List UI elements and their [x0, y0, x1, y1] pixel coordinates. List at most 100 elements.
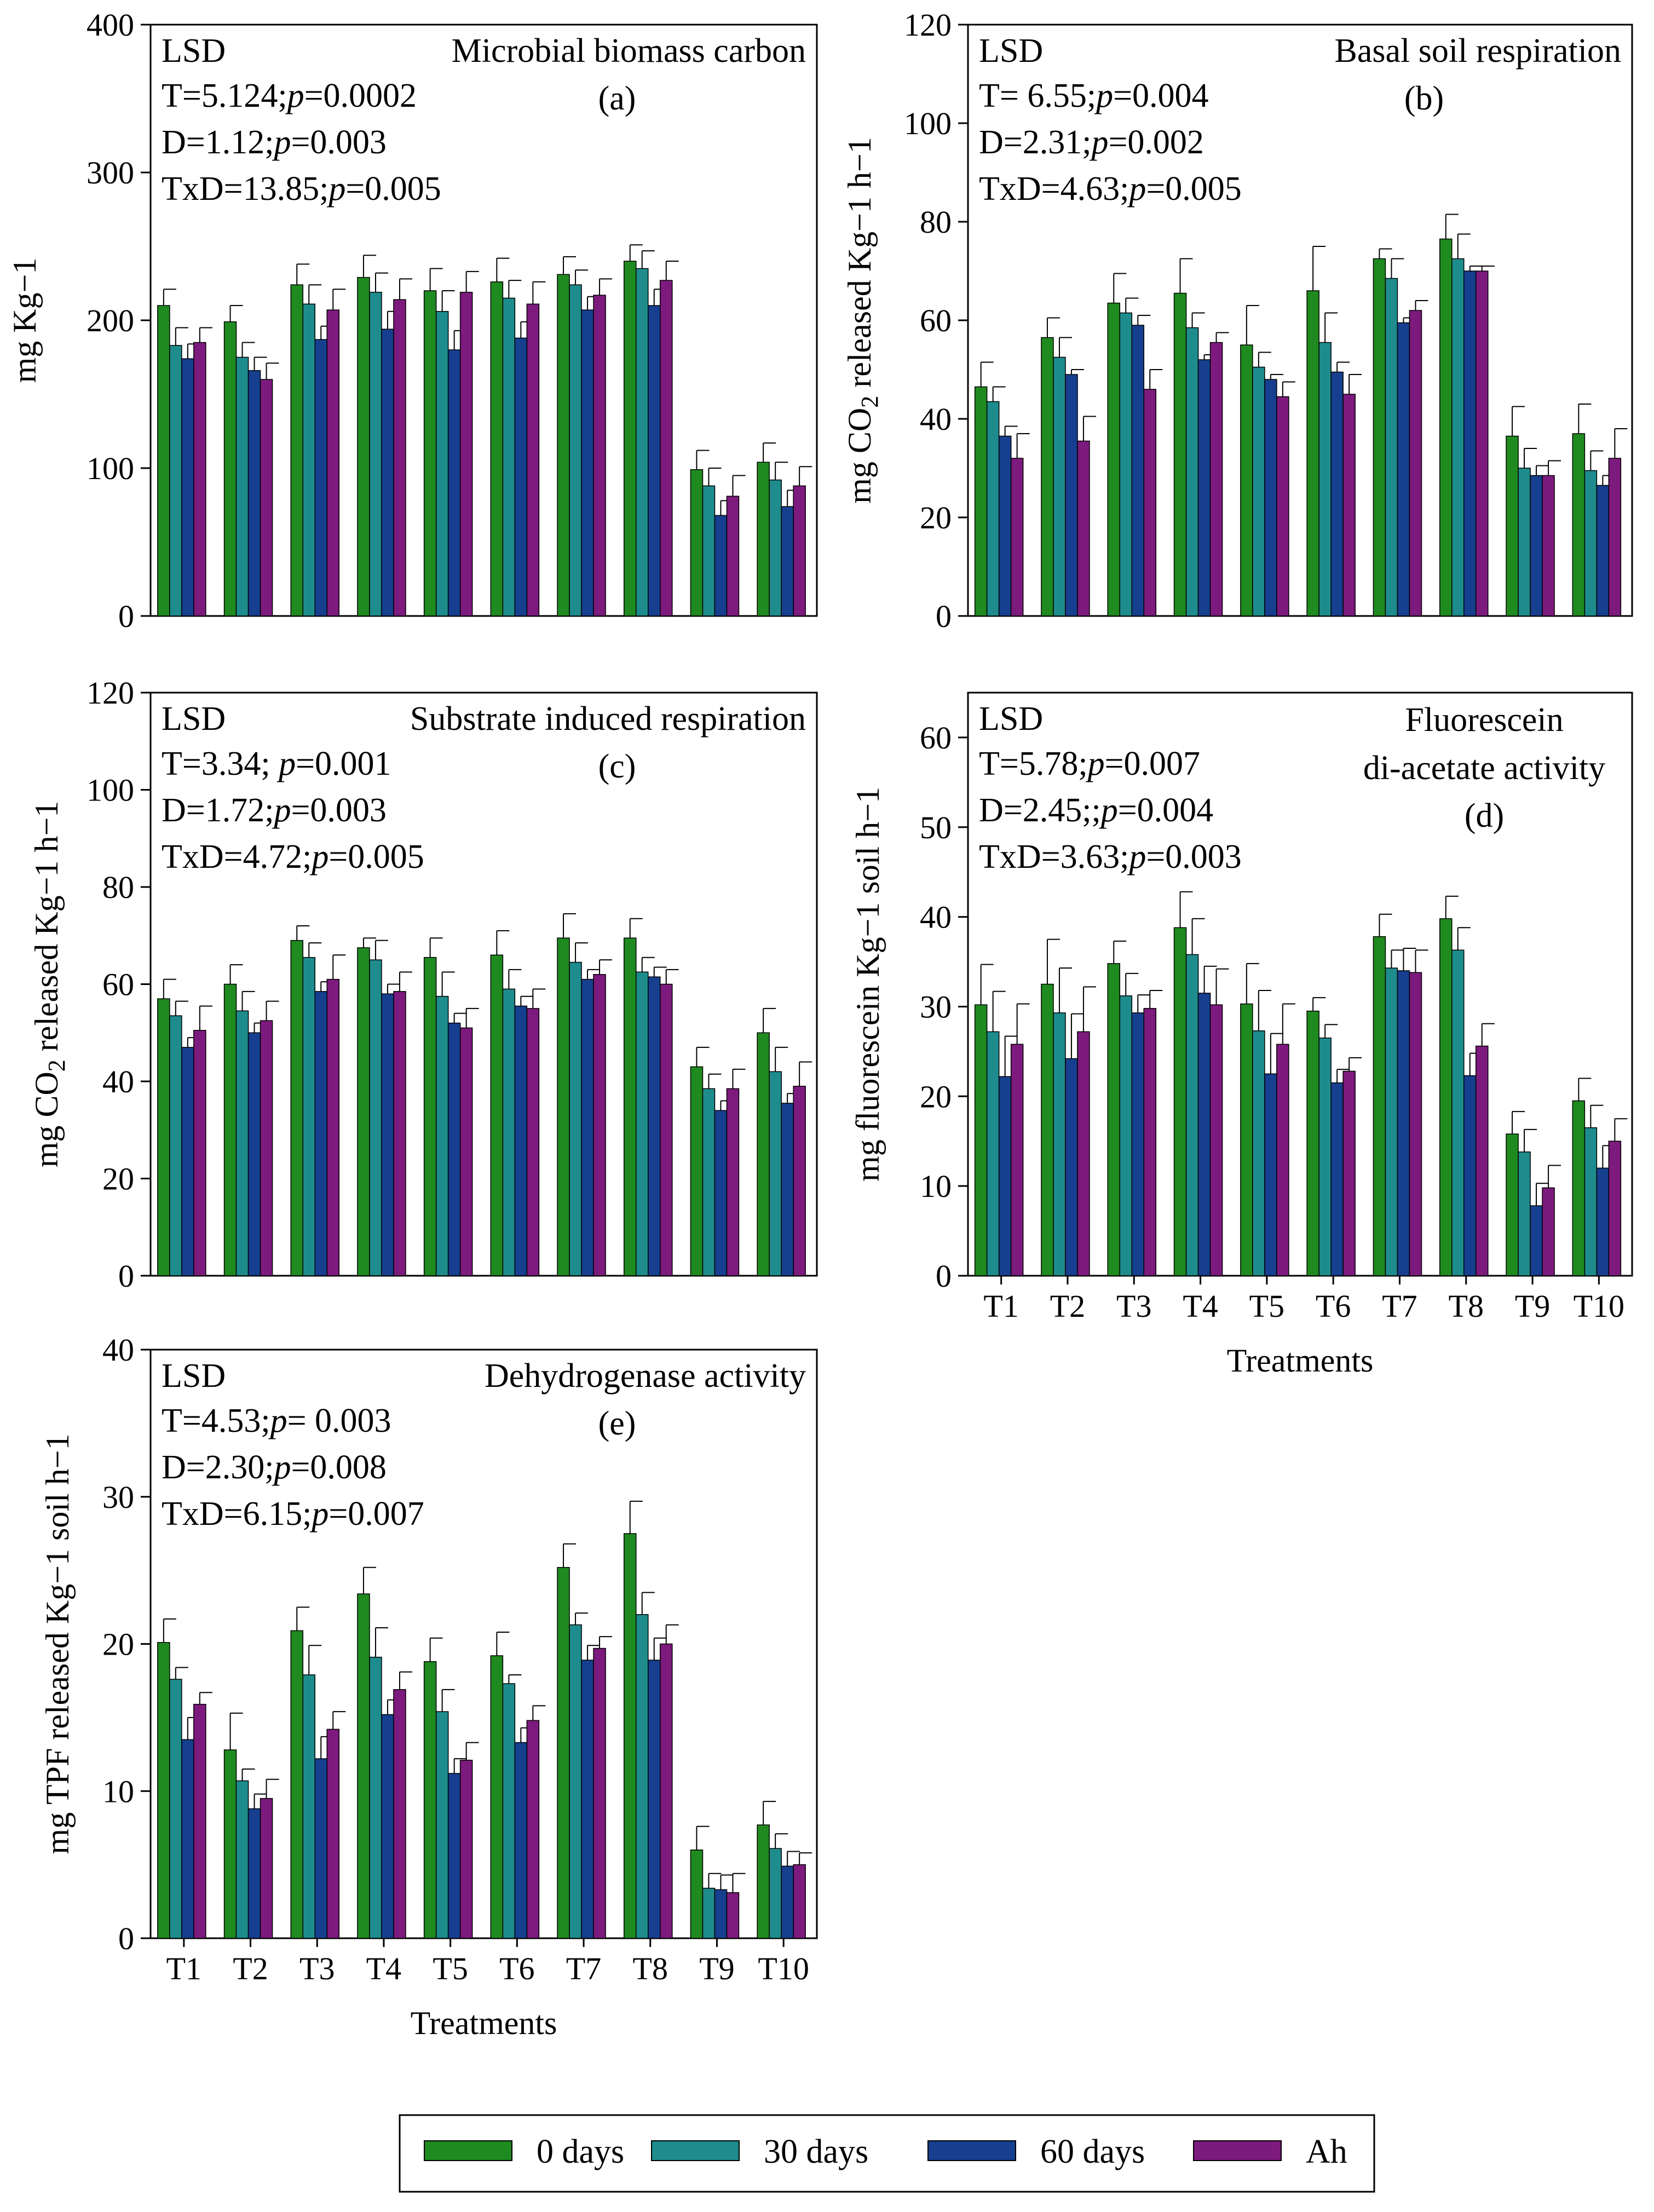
- bar-b-T6-2: [1330, 371, 1344, 617]
- bar-e-T10-3: [793, 1864, 806, 1939]
- bar-a-T10-1: [769, 479, 782, 617]
- bar-c-T9-2: [714, 1110, 728, 1276]
- bar-b-T5-1: [1252, 366, 1265, 617]
- y-tick-label: 40: [920, 401, 952, 437]
- bar-d-T7-1: [1385, 967, 1398, 1276]
- y-tick-label: 10: [102, 1773, 134, 1809]
- bar-b-T3-3: [1143, 389, 1156, 617]
- bar-e-T3-1: [302, 1674, 315, 1939]
- chart-title: Dehydrogenase activity: [485, 1357, 806, 1395]
- bar-c-T7-3: [593, 974, 606, 1276]
- bar-e-T6-0: [490, 1655, 504, 1939]
- bar-c-T1-1: [169, 1015, 182, 1276]
- y-tick-label: 20: [920, 500, 952, 535]
- bar-d-T2-2: [1065, 1058, 1078, 1276]
- y-tick-label: 50: [920, 810, 952, 845]
- bar-c-T8-3: [660, 983, 673, 1276]
- bar-e-T9-0: [690, 1850, 704, 1939]
- bar-c-T1-0: [157, 998, 170, 1276]
- bar-d-T2-0: [1041, 983, 1054, 1276]
- bar-c-T9-0: [690, 1066, 704, 1276]
- bar-a-T4-2: [381, 329, 394, 617]
- x-axis-label: Treatments: [411, 2005, 557, 2041]
- bar-a-T6-2: [514, 337, 528, 617]
- panel-label: (b): [1404, 80, 1444, 117]
- y-tick-label: 30: [102, 1479, 134, 1515]
- y-tick-label: 60: [102, 967, 134, 1003]
- bar-b-T5-0: [1240, 344, 1253, 617]
- y-axis-label: mg CO2 released Kg−1 h−1: [842, 137, 883, 504]
- bar-a-T9-3: [726, 496, 740, 617]
- y-tick-label: 0: [118, 598, 134, 634]
- panel-label: (d): [1465, 797, 1504, 834]
- bar-a-T5-1: [435, 311, 449, 617]
- x-tick-label: T7: [1382, 1288, 1417, 1324]
- bar-e-T9-3: [726, 1892, 740, 1939]
- stat-line: D=2.31;p=0.002: [979, 124, 1204, 161]
- chart-title-line: Fluorescein: [1405, 701, 1563, 739]
- bar-d-T3-3: [1143, 1007, 1156, 1276]
- x-tick-label: T5: [1249, 1288, 1284, 1324]
- bar-e-T2-2: [247, 1808, 261, 1939]
- lsd-label: LSD: [162, 1357, 226, 1395]
- lsd-label: LSD: [162, 700, 226, 738]
- lsd-label: LSD: [162, 32, 226, 70]
- legend-label-3: Ah: [1306, 2133, 1347, 2170]
- bar-a-T2-0: [223, 321, 237, 617]
- bar-e-T4-1: [369, 1656, 382, 1939]
- chart-panel-e: 0 10 20 30 40 T1 T2 T3 T4 T5 T6 T7 T8 T9 T10 Treatments…: [39, 1332, 818, 2041]
- bar-d-T10-2: [1596, 1167, 1610, 1276]
- bar-c-T5-1: [435, 995, 449, 1276]
- y-tick-label: 40: [102, 1064, 134, 1099]
- bar-b-T10-1: [1584, 470, 1598, 617]
- y-tick-label: 20: [102, 1627, 134, 1662]
- bar-d-T3-1: [1119, 995, 1132, 1276]
- x-tick-label: T6: [1316, 1288, 1351, 1324]
- bar-a-T10-2: [781, 506, 794, 617]
- bar-d-T8-0: [1439, 918, 1453, 1276]
- bar-e-T7-1: [569, 1624, 582, 1939]
- bar-d-T7-3: [1409, 972, 1422, 1276]
- bar-d-T8-2: [1463, 1075, 1477, 1276]
- x-tick-label: T2: [1050, 1288, 1085, 1324]
- bar-c-T8-1: [636, 971, 649, 1276]
- bar-a-T10-0: [757, 462, 770, 617]
- bar-b-T4-1: [1185, 327, 1199, 617]
- bar-a-T8-1: [636, 268, 649, 617]
- y-tick-label: 20: [102, 1161, 134, 1197]
- chart-panel-b: 0 20 40 60 80 100 120 mg CO2 released Kg−1 h−1 L…: [842, 7, 1633, 634]
- chart-panel-a: 0 100 200 300 400 mg Kg−1 LSD T=5.124;p=0.0002 D…: [7, 7, 818, 634]
- y-tick-label: 200: [87, 303, 134, 338]
- legend: 0 days 30 days 60 days Ah: [399, 2114, 1375, 2193]
- bar-d-T1-3: [1010, 1044, 1024, 1276]
- bar-d-T4-0: [1173, 927, 1187, 1276]
- bar-e-T2-0: [223, 1749, 237, 1939]
- bar-c-T6-1: [502, 988, 516, 1276]
- stat-line: T=4.53;p= 0.003: [162, 1402, 391, 1439]
- bar-e-T9-2: [714, 1889, 728, 1939]
- bar-c-T2-0: [223, 983, 237, 1276]
- bar-d-T10-1: [1584, 1127, 1598, 1276]
- bar-b-T9-1: [1518, 468, 1531, 617]
- bar-b-T3-1: [1119, 312, 1132, 617]
- legend-label-2: 60 days: [1040, 2133, 1145, 2170]
- bar-a-T6-0: [490, 281, 504, 617]
- bar-b-T3-2: [1131, 325, 1144, 617]
- bar-c-T6-2: [514, 1005, 528, 1276]
- bar-b-T8-1: [1451, 258, 1465, 617]
- stat-line: TxD=6.15;p=0.007: [162, 1495, 424, 1533]
- bar-d-T7-0: [1373, 936, 1386, 1276]
- bar-b-T8-2: [1463, 270, 1477, 617]
- bar-d-T9-1: [1518, 1151, 1531, 1276]
- bar-e-T7-3: [593, 1648, 606, 1939]
- legend-swatch-1: [651, 2140, 740, 2161]
- y-axis-label: mg CO2 released Kg−1 h−1: [28, 801, 70, 1168]
- x-tick-label: T9: [699, 1951, 734, 1986]
- bar-e-T3-2: [314, 1758, 327, 1939]
- legend-label-1: 30 days: [764, 2133, 868, 2170]
- y-tick-label: 0: [936, 598, 952, 634]
- y-axis-label: mg Kg−1: [7, 258, 43, 383]
- bar-d-T6-3: [1342, 1070, 1356, 1276]
- bar-c-T5-0: [423, 957, 437, 1276]
